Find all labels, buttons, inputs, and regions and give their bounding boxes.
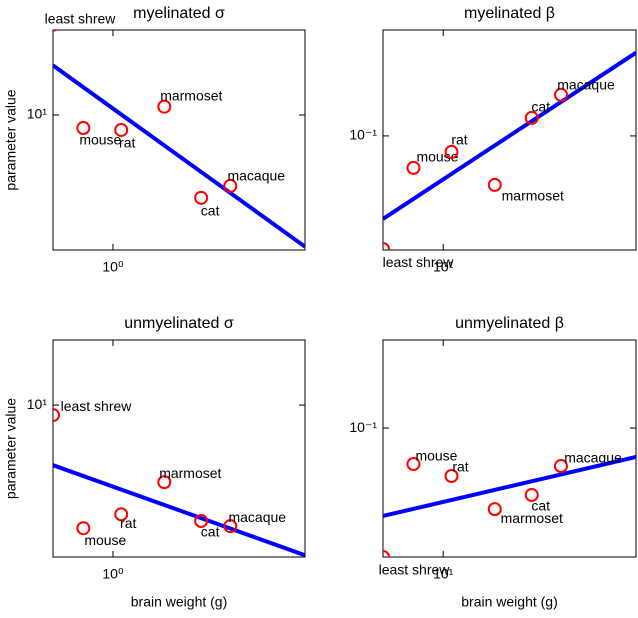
data-point xyxy=(444,469,459,484)
y-axis-label: parameter value xyxy=(3,89,19,190)
data-point xyxy=(194,190,209,205)
data-point xyxy=(114,507,129,522)
point-label: cat xyxy=(531,99,550,115)
data-point xyxy=(53,408,60,423)
point-label: macaque xyxy=(557,76,615,92)
data-point xyxy=(524,487,539,502)
data-point xyxy=(114,122,129,137)
point-label: macaque xyxy=(227,168,285,184)
x-axis-label: brain weight (g) xyxy=(461,594,558,610)
point-label: mouse xyxy=(415,448,457,464)
point-label: rat xyxy=(451,132,467,148)
point-label: marmoset xyxy=(501,510,563,526)
point-label: least shrew xyxy=(45,10,117,26)
data-point xyxy=(444,144,459,159)
point-label: cat xyxy=(531,498,550,514)
y-tick-label: 10⁻¹ xyxy=(349,419,377,435)
chart-title: unmyelinated β xyxy=(455,315,564,332)
x-tick-label: 10¹ xyxy=(433,259,454,275)
chart-title: myelinated β xyxy=(464,5,555,22)
fit-line xyxy=(383,51,636,221)
data-point xyxy=(406,160,421,175)
data-point xyxy=(223,519,238,534)
x-axis-label: brain weight (g) xyxy=(131,594,228,610)
fit-line xyxy=(383,455,636,518)
point-label: least shrew xyxy=(61,398,133,414)
plot-frame xyxy=(52,339,306,558)
point-label: rat xyxy=(119,135,135,151)
y-tick-label: 10¹ xyxy=(27,106,48,122)
plot-frame xyxy=(382,339,637,558)
data-point xyxy=(553,87,568,102)
data-point xyxy=(487,502,502,517)
data-point xyxy=(383,242,390,250)
data-point xyxy=(487,177,502,192)
data-point xyxy=(194,514,209,529)
point-label: macaque xyxy=(564,450,622,466)
point-label: cat xyxy=(201,524,220,540)
x-tick-label: 10⁰ xyxy=(102,259,124,275)
point-label: rat xyxy=(120,515,136,531)
data-point xyxy=(157,475,172,490)
fit-line xyxy=(53,463,305,557)
chart-title: unmyelinated σ xyxy=(124,315,234,332)
point-label: least shrew xyxy=(383,254,455,270)
plot-frame xyxy=(382,29,637,251)
fit-line xyxy=(53,63,305,249)
y-tick-label: 10¹ xyxy=(27,396,48,412)
point-label: cat xyxy=(201,203,220,219)
data-point xyxy=(76,521,91,536)
data-point xyxy=(406,457,421,472)
point-label: mouse xyxy=(416,149,458,165)
y-axis-label: parameter value xyxy=(3,398,19,499)
y-tick-label: 10⁻¹ xyxy=(349,127,377,143)
point-label: marmoset xyxy=(160,87,222,103)
point-label: mouse xyxy=(84,532,126,548)
x-tick-label: 10¹ xyxy=(433,566,454,582)
point-label: marmoset xyxy=(502,188,564,204)
point-label: rat xyxy=(452,459,468,475)
point-label: least shrew xyxy=(379,562,451,578)
plot-frame xyxy=(52,29,306,251)
data-point xyxy=(157,99,172,114)
chart-title: myelinated σ xyxy=(133,5,225,22)
data-point xyxy=(553,459,568,474)
x-tick-label: 10⁰ xyxy=(102,566,124,582)
data-point xyxy=(76,121,91,136)
data-point xyxy=(524,110,539,125)
point-label: mouse xyxy=(79,132,121,148)
data-point xyxy=(223,178,238,193)
point-label: marmoset xyxy=(159,465,221,481)
point-label: macaque xyxy=(228,509,286,525)
